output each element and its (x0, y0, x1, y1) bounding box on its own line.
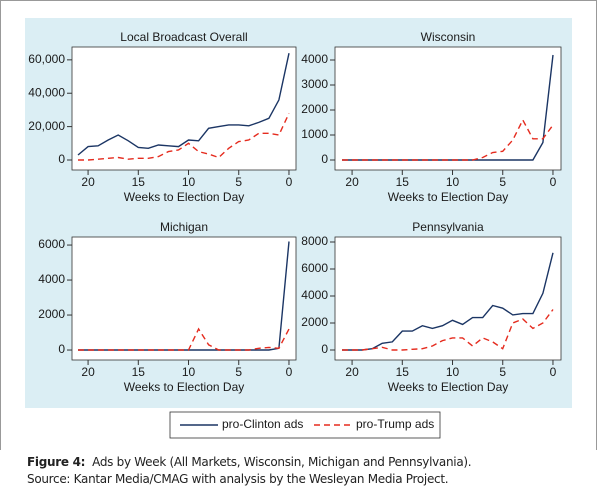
series-line (78, 327, 290, 351)
y-tick-label: 60,000 (28, 52, 65, 66)
series-line (342, 118, 554, 161)
y-tick-label: 0 (58, 152, 65, 166)
series-line (77, 53, 290, 156)
x-tick-label: 0 (286, 175, 293, 189)
y-tick-label: 0 (58, 342, 65, 356)
chart: Local Broadcast Overall 0 20,000 40,000 60,0… (0, 0, 597, 450)
plot-area (71, 236, 297, 361)
y-tick-label: 3000 (301, 77, 328, 91)
series-line (78, 113, 290, 161)
x-tick-label: 10 (182, 175, 196, 189)
x-tick-label: 15 (132, 175, 146, 189)
x-axis-label: Weeks to Election Day (388, 380, 509, 394)
y-tick-label: 0 (321, 342, 328, 356)
plot-area (334, 46, 562, 171)
series-line (342, 309, 554, 351)
caption-text: Ads by Week (All Markets, Wisconsin, Mic… (92, 455, 472, 469)
x-tick-label: 20 (81, 365, 95, 379)
x-tick-label: 5 (499, 365, 506, 379)
x-tick-label: 20 (345, 365, 359, 379)
y-tick-label: 20,000 (28, 119, 65, 133)
y-tick-label: 0 (321, 152, 328, 166)
x-tick-label: 5 (235, 365, 242, 379)
y-tick-label: 40,000 (28, 85, 65, 99)
series-line (342, 252, 554, 351)
plot-area (71, 46, 297, 171)
legend-label: pro-Clinton ads (222, 417, 303, 431)
x-tick-label: 15 (396, 175, 410, 189)
x-axis-label: Weeks to Election Day (124, 380, 245, 394)
x-tick-label: 15 (396, 365, 410, 379)
y-tick-label: 4000 (301, 288, 328, 302)
panel-title: Local Broadcast Overall (120, 30, 247, 44)
y-tick-label: 4000 (38, 272, 65, 286)
panel-title: Pennsylvania (412, 220, 484, 234)
legend-label: pro-Trump ads (356, 417, 434, 431)
y-tick-label: 4000 (301, 52, 328, 66)
y-tick-label: 2000 (38, 307, 65, 321)
panel-title: Wisconsin (421, 30, 476, 44)
x-tick-label: 5 (499, 175, 506, 189)
caption-line: Figure 4: Ads by Week (All Markets, Wisc… (27, 455, 472, 469)
x-tick-label: 10 (446, 175, 460, 189)
x-tick-label: 5 (235, 175, 242, 189)
y-tick-label: 6000 (38, 237, 65, 251)
x-tick-label: 0 (550, 175, 557, 189)
caption-source: Source: Kantar Media/CMAG with analysis … (27, 472, 449, 486)
x-tick-label: 15 (132, 365, 146, 379)
y-tick-label: 2000 (301, 102, 328, 116)
x-tick-label: 0 (286, 365, 293, 379)
x-tick-label: 10 (446, 365, 460, 379)
y-tick-label: 8000 (301, 234, 328, 248)
x-axis-label: Weeks to Election Day (388, 190, 509, 204)
caption-label: Figure 4: (27, 455, 86, 469)
x-axis-label: Weeks to Election Day (124, 190, 245, 204)
y-tick-label: 2000 (301, 315, 328, 329)
x-tick-label: 0 (550, 365, 557, 379)
y-tick-label: 6000 (301, 261, 328, 275)
x-tick-label: 20 (81, 175, 95, 189)
y-tick-label: 1000 (301, 127, 328, 141)
plot-area (334, 236, 562, 361)
panel-title: Michigan (160, 220, 208, 234)
x-tick-label: 10 (182, 365, 196, 379)
x-tick-label: 20 (345, 175, 359, 189)
